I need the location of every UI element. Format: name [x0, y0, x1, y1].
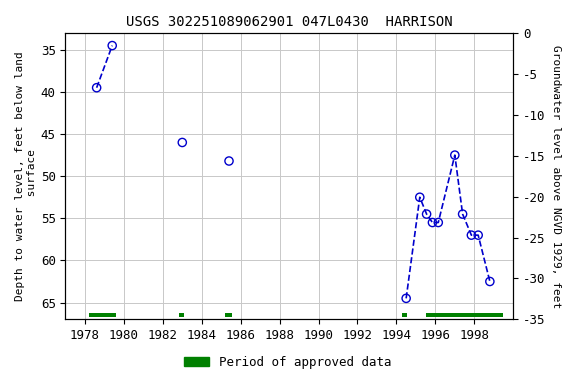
Bar [402, 313, 407, 317]
Point [467, 232, 476, 238]
Bar [225, 313, 232, 317]
Point [434, 219, 443, 225]
Point [422, 211, 431, 217]
Bar [89, 313, 116, 317]
Y-axis label: Groundwater level above NGVD 1929, feet: Groundwater level above NGVD 1929, feet [551, 45, 561, 308]
Legend: Period of approved data: Period of approved data [179, 351, 397, 374]
Point [485, 278, 494, 285]
Point [428, 219, 437, 225]
Point [225, 158, 234, 164]
Point [458, 211, 467, 217]
Point [450, 152, 460, 158]
Bar [426, 313, 503, 317]
Point [401, 295, 411, 301]
Bar [179, 313, 184, 317]
Point [177, 139, 187, 146]
Point [473, 232, 483, 238]
Point [108, 43, 117, 49]
Y-axis label: Depth to water level, feet below land
 surface: Depth to water level, feet below land su… [15, 51, 37, 301]
Title: USGS 302251089062901 047L0430  HARRISON: USGS 302251089062901 047L0430 HARRISON [126, 15, 453, 29]
Point [92, 84, 101, 91]
Point [415, 194, 425, 200]
